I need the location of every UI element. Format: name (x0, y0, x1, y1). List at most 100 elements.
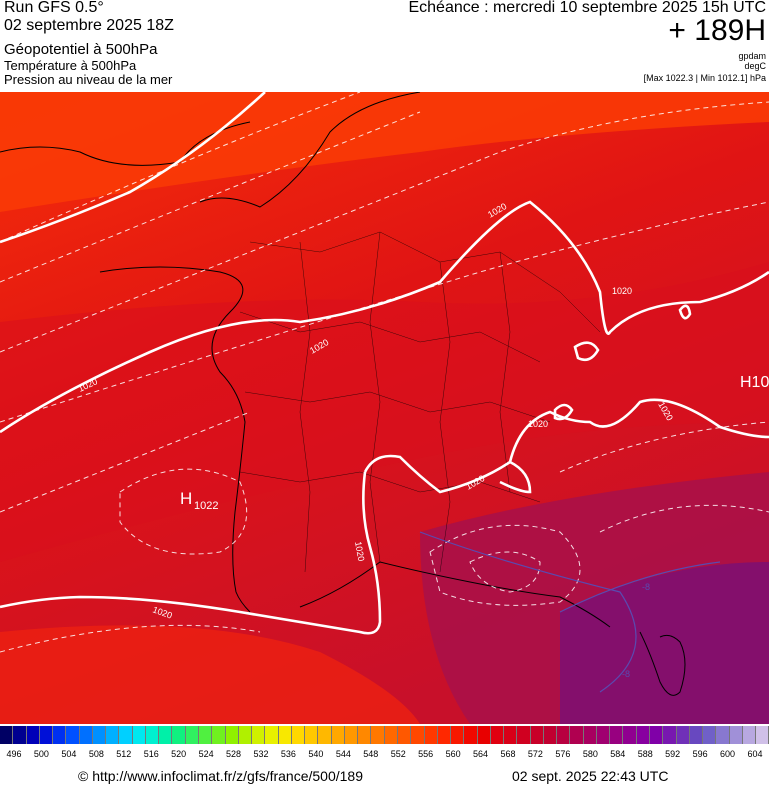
colorbar-swatch (504, 726, 518, 744)
colorbar-swatch (716, 726, 730, 744)
colorbar-swatch (159, 726, 173, 744)
colorbar-label: 528 (226, 749, 242, 759)
colorbar-swatch (305, 726, 319, 744)
colorbar-label: 508 (88, 749, 104, 759)
coastline (0, 92, 686, 696)
colorbar-label: 604 (747, 749, 763, 759)
colorbar-swatch (172, 726, 186, 744)
footer-timestamp: 02 sept. 2025 22:43 UTC (512, 768, 669, 784)
colorbar-label: 496 (6, 749, 22, 759)
colorbar-swatch (742, 726, 757, 744)
colorbar-label: 548 (363, 749, 379, 759)
colorbar-swatch (106, 726, 120, 744)
temperature-contour (419, 531, 637, 693)
isotherms (0, 92, 769, 653)
isobars (0, 92, 769, 635)
colorbar-swatch (451, 726, 465, 744)
colorbar-swatch (331, 726, 345, 744)
colorbar-label: 556 (418, 749, 434, 759)
isobar-label: 1020 (528, 419, 548, 429)
colorbar-swatch (318, 726, 332, 744)
colorbar-swatch (79, 726, 93, 744)
colorbar-swatch (570, 726, 584, 744)
colorbar-swatch (424, 726, 438, 744)
colorbar-swatch (66, 726, 80, 744)
isobar-label: 1020 (612, 286, 632, 296)
colorbar-label: 572 (527, 749, 543, 759)
colorbar-label: 520 (171, 749, 187, 759)
colorbar-swatch (225, 726, 239, 744)
high-pressure-letter: H (180, 489, 192, 508)
forecast-time: Echéance : mercredi 10 septembre 2025 15… (408, 0, 766, 16)
colorbar-swatch (238, 726, 253, 744)
colorbar-label: 596 (692, 749, 708, 759)
colorbar-swatch (119, 726, 133, 744)
pressure-label: Pression au niveau de la mer (4, 72, 173, 87)
colorbar-swatch (132, 726, 146, 744)
colorbar-swatch (384, 726, 398, 744)
unit-temperature: degC (744, 61, 766, 71)
weather-map: 1020 1020 1020 1020 1020 1020 1020 1020 … (0, 92, 769, 724)
colorbar-label: 600 (720, 749, 736, 759)
colorbar-swatch (185, 726, 199, 744)
colorbar-label: 512 (116, 749, 132, 759)
colorbar-swatch (596, 726, 611, 744)
band-warm-north (0, 92, 769, 212)
band-warm-south (0, 625, 420, 724)
temperature-label: -8 (622, 669, 630, 679)
run-title: Run GFS 0.5° (4, 0, 104, 16)
colorbar-swatch (0, 726, 14, 744)
colorbar-label: 516 (143, 749, 159, 759)
colorbar-swatch (212, 726, 226, 744)
geopotential-label: Géopotentiel à 500hPa (4, 41, 158, 58)
colorbar-swatch (92, 726, 107, 744)
colorbar-label: 524 (198, 749, 214, 759)
colorbar-swatch (39, 726, 54, 744)
colorbar-label: 592 (665, 749, 681, 759)
temperature-label: Température à 500hPa (4, 58, 137, 73)
colorbar-label: 576 (555, 749, 571, 759)
colorbar-label: 532 (253, 749, 269, 759)
colorbar-swatch (756, 726, 769, 744)
colorbar-label: 584 (610, 749, 626, 759)
colorbar-swatch (689, 726, 704, 744)
colorbar-swatch (265, 726, 279, 744)
colorbar-labels: 496 500 504 508 512 516 520 524 528 532 536 540 544 5… (0, 749, 769, 761)
colorbar-swatch (464, 726, 478, 744)
colorbar-swatch (145, 726, 160, 744)
colorbar-label: 500 (33, 749, 49, 759)
high-pressure-east: H10 (740, 374, 769, 391)
admin-borders (239, 231, 601, 573)
colorbar-swatch (252, 726, 266, 744)
colorbar-swatch (530, 726, 544, 744)
colorbar-swatch (291, 726, 306, 744)
colorbar-swatch (53, 726, 67, 744)
colorbar-swatch (543, 726, 558, 744)
colorbar (0, 726, 769, 744)
colorbar-swatch (663, 726, 677, 744)
colorbar-label: 544 (335, 749, 351, 759)
colorbar-swatch (198, 726, 213, 744)
temperature-contour-2 (559, 561, 721, 613)
colorbar-swatch (636, 726, 651, 744)
colorbar-label: 568 (500, 749, 516, 759)
colorbar-swatch (729, 726, 743, 744)
colorbar-label: 504 (61, 749, 77, 759)
colorbar-label: 560 (445, 749, 461, 759)
colorbar-swatch (358, 726, 372, 744)
colorbar-swatch (477, 726, 491, 744)
colorbar-label: 552 (390, 749, 406, 759)
colorbar-swatch (517, 726, 531, 744)
high-pressure-value: 1022 (194, 500, 218, 512)
temperature-label: -8 (642, 582, 650, 592)
colorbar-label: 580 (582, 749, 598, 759)
colorbar-swatch (13, 726, 27, 744)
colorbar-swatch (371, 726, 385, 744)
pressure-range: [Max 1022.3 | Min 1012.1] hPa (643, 73, 766, 83)
footer-url[interactable]: © http://www.infoclimat.fr/z/gfs/france/… (78, 768, 363, 784)
colorbar-swatch (437, 726, 452, 744)
colorbar-swatch (650, 726, 664, 744)
colorbar-swatch (344, 726, 359, 744)
colorbar-swatch (676, 726, 690, 744)
colorbar-label: 588 (637, 749, 653, 759)
